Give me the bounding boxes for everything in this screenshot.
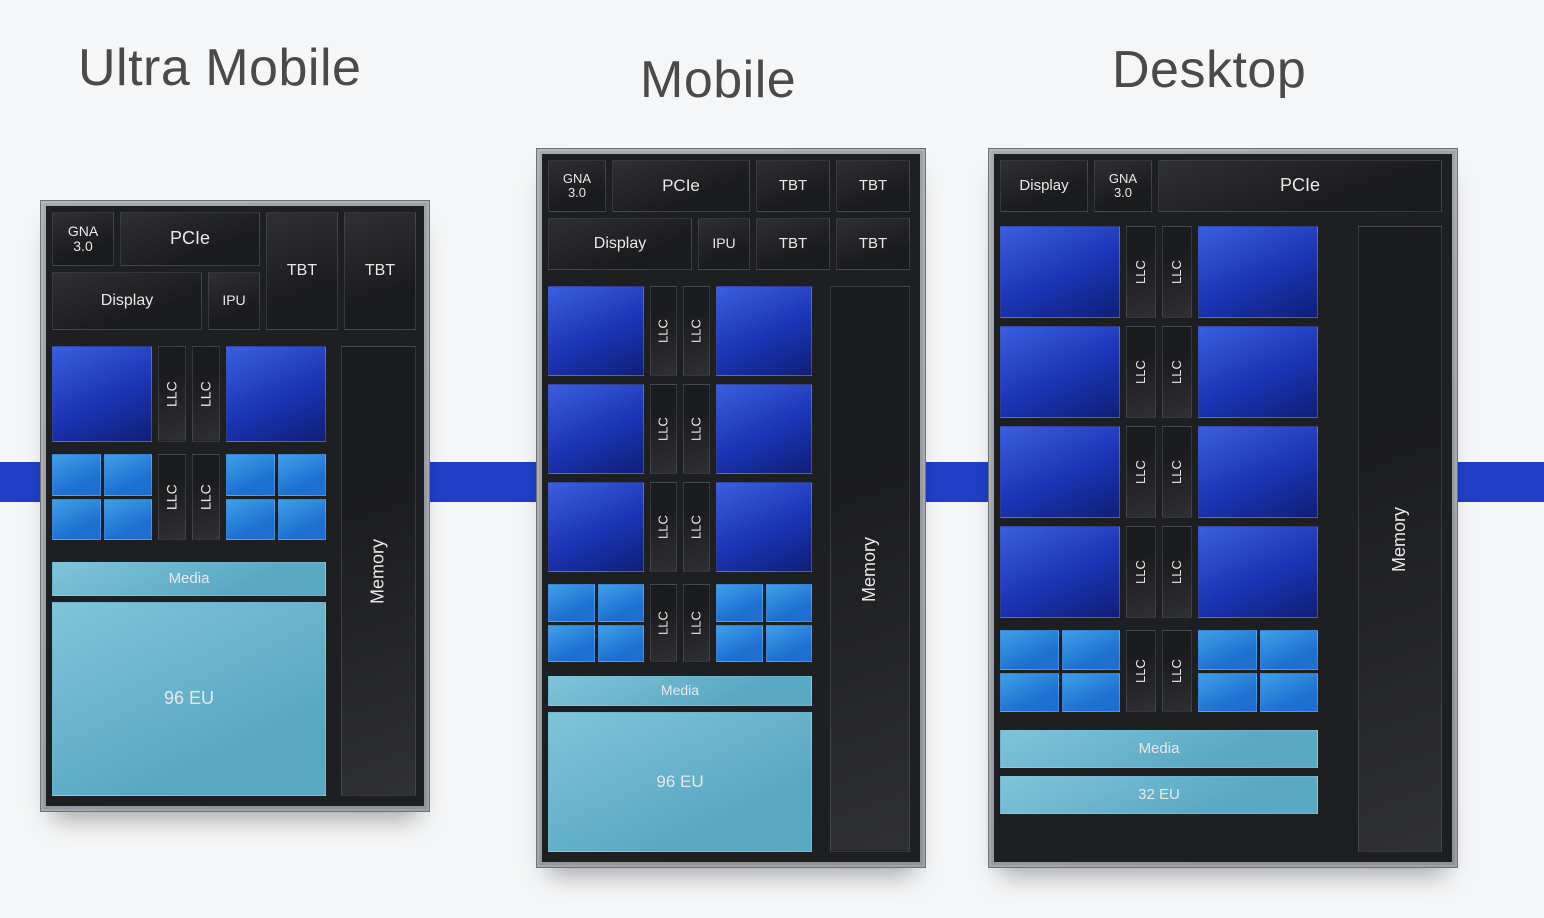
um-pcore — [226, 346, 326, 442]
dt-gna: GNA 3.0 — [1094, 160, 1152, 212]
mo-ecore-cluster — [548, 584, 644, 662]
title-mobile: Mobile — [640, 50, 796, 110]
dt-pcore — [1198, 426, 1318, 518]
dt-pcie: PCIe — [1158, 160, 1442, 212]
mo-ipu: IPU — [698, 218, 750, 270]
um-media: Media — [52, 562, 326, 596]
dt-llc: LLC — [1126, 326, 1156, 418]
mo-ecore-cluster — [716, 584, 812, 662]
dt-llc: LLC — [1162, 426, 1192, 518]
dt-ecore-cluster — [1000, 630, 1120, 712]
mo-llc: LLC — [650, 584, 677, 662]
diagram-canvas: Ultra Mobile Mobile Desktop GNA 3.0 PCIe… — [0, 0, 1544, 918]
um-pcie: PCIe — [120, 212, 260, 266]
title-desktop: Desktop — [1112, 40, 1306, 100]
chip-mobile-die: GNA 3.0 PCIe TBT TBT Display IPU TBT TBT… — [542, 154, 920, 862]
mo-pcore — [716, 286, 812, 376]
mo-pcore — [548, 384, 644, 474]
dt-pcore — [1000, 226, 1120, 318]
dt-memory: Memory — [1358, 226, 1442, 852]
title-ultra-mobile: Ultra Mobile — [78, 38, 361, 98]
chip-desktop: Display GNA 3.0 PCIe Memory LLC LLC LLC … — [988, 148, 1458, 868]
mo-llc: LLC — [683, 286, 710, 376]
um-pcore — [52, 346, 152, 442]
mo-media: Media — [548, 676, 812, 706]
dt-pcore — [1198, 226, 1318, 318]
mo-tbt: TBT — [756, 218, 830, 270]
mo-pcore — [716, 384, 812, 474]
dt-llc: LLC — [1126, 226, 1156, 318]
dt-llc: LLC — [1162, 226, 1192, 318]
mo-pcore — [716, 482, 812, 572]
dt-media: Media — [1000, 730, 1318, 768]
dt-llc: LLC — [1162, 326, 1192, 418]
chip-ultra-mobile: GNA 3.0 PCIe TBT TBT Display IPU LLC LLC… — [40, 200, 430, 812]
um-llc: LLC — [192, 454, 220, 540]
mo-llc: LLC — [650, 286, 677, 376]
um-gna: GNA 3.0 — [52, 212, 114, 266]
um-display: Display — [52, 272, 202, 330]
mo-pcore — [548, 482, 644, 572]
dt-pcore — [1198, 326, 1318, 418]
mo-llc: LLC — [683, 482, 710, 572]
chip-ultra-mobile-die: GNA 3.0 PCIe TBT TBT Display IPU LLC LLC… — [46, 206, 424, 806]
dt-ecore-cluster — [1198, 630, 1318, 712]
dt-llc: LLC — [1126, 630, 1156, 712]
dt-llc: LLC — [1162, 526, 1192, 618]
mo-pcore — [548, 286, 644, 376]
dt-pcore — [1000, 526, 1120, 618]
mo-llc: LLC — [683, 584, 710, 662]
dt-display: Display — [1000, 160, 1088, 212]
dt-pcore — [1198, 526, 1318, 618]
mo-gpu-eu: 96 EU — [548, 712, 812, 852]
dt-llc: LLC — [1162, 630, 1192, 712]
um-memory: Memory — [341, 346, 416, 796]
um-gpu-eu: 96 EU — [52, 602, 326, 796]
um-tbt-1: TBT — [266, 212, 338, 330]
mo-llc: LLC — [650, 482, 677, 572]
dt-pcore — [1000, 426, 1120, 518]
mo-tbt: TBT — [836, 160, 910, 212]
um-ecore-cluster — [52, 454, 152, 540]
chip-mobile: GNA 3.0 PCIe TBT TBT Display IPU TBT TBT… — [536, 148, 926, 868]
dt-llc: LLC — [1126, 426, 1156, 518]
um-ecore-cluster — [226, 454, 326, 540]
mo-llc: LLC — [650, 384, 677, 474]
chip-desktop-die: Display GNA 3.0 PCIe Memory LLC LLC LLC … — [994, 154, 1452, 862]
um-llc: LLC — [192, 346, 220, 442]
um-llc: LLC — [158, 454, 186, 540]
um-llc: LLC — [158, 346, 186, 442]
mo-gna: GNA 3.0 — [548, 160, 606, 212]
mo-tbt: TBT — [836, 218, 910, 270]
um-tbt-2: TBT — [344, 212, 416, 330]
dt-pcore — [1000, 326, 1120, 418]
mo-llc: LLC — [683, 384, 710, 474]
mo-tbt: TBT — [756, 160, 830, 212]
dt-gpu-eu: 32 EU — [1000, 776, 1318, 814]
dt-llc: LLC — [1126, 526, 1156, 618]
mo-display: Display — [548, 218, 692, 270]
mo-pcie: PCIe — [612, 160, 750, 212]
mo-memory: Memory — [830, 286, 910, 852]
um-ipu: IPU — [208, 272, 260, 330]
